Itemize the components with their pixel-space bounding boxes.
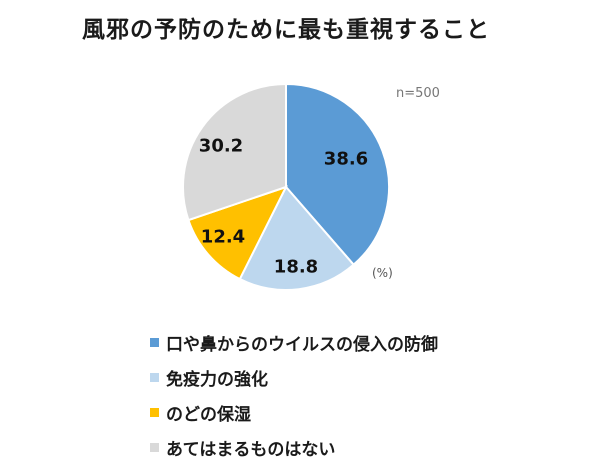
slice-label-2: 12.4: [200, 226, 246, 248]
pie-chart: [182, 82, 390, 291]
pie-slice-none: [182, 82, 287, 222]
legend-item-none: あてはまるものはない: [150, 434, 438, 461]
pie-slice-virus-defense: [285, 82, 390, 267]
legend-swatch-icon: [150, 373, 159, 382]
pie-slices: [182, 82, 390, 291]
legend-label: 免疫力の強化: [166, 370, 268, 390]
legend-swatch-icon: [150, 443, 159, 452]
legend-item-immunity: 免疫力の強化: [150, 364, 438, 391]
unit-label: (%): [372, 266, 393, 280]
pie-slice-immunity: [238, 185, 356, 291]
legend-label: あてはまるものはない: [166, 440, 336, 460]
pie-slice-throat-moisture: [187, 185, 288, 281]
sample-size-label: n=500: [396, 86, 440, 101]
legend-label: 口や鼻からのウイルスの侵入の防御: [166, 335, 438, 355]
legend-swatch-icon: [150, 408, 159, 417]
legend-item-throat-moisture: のどの保湿: [150, 399, 438, 426]
legend: 口や鼻からのウイルスの侵入の防御 免疫力の強化 のどの保湿 あてはまるものはない: [150, 329, 438, 469]
legend-label: のどの保湿: [166, 405, 251, 425]
legend-item-virus-defense: 口や鼻からのウイルスの侵入の防御: [150, 329, 438, 356]
slice-label-0: 38.6: [323, 148, 369, 170]
chart-title: 風邪の予防のために最も重視すること: [82, 17, 490, 43]
legend-swatch-icon: [150, 338, 159, 347]
slice-label-1: 18.8: [273, 256, 319, 278]
slice-label-3: 30.2: [198, 135, 244, 157]
